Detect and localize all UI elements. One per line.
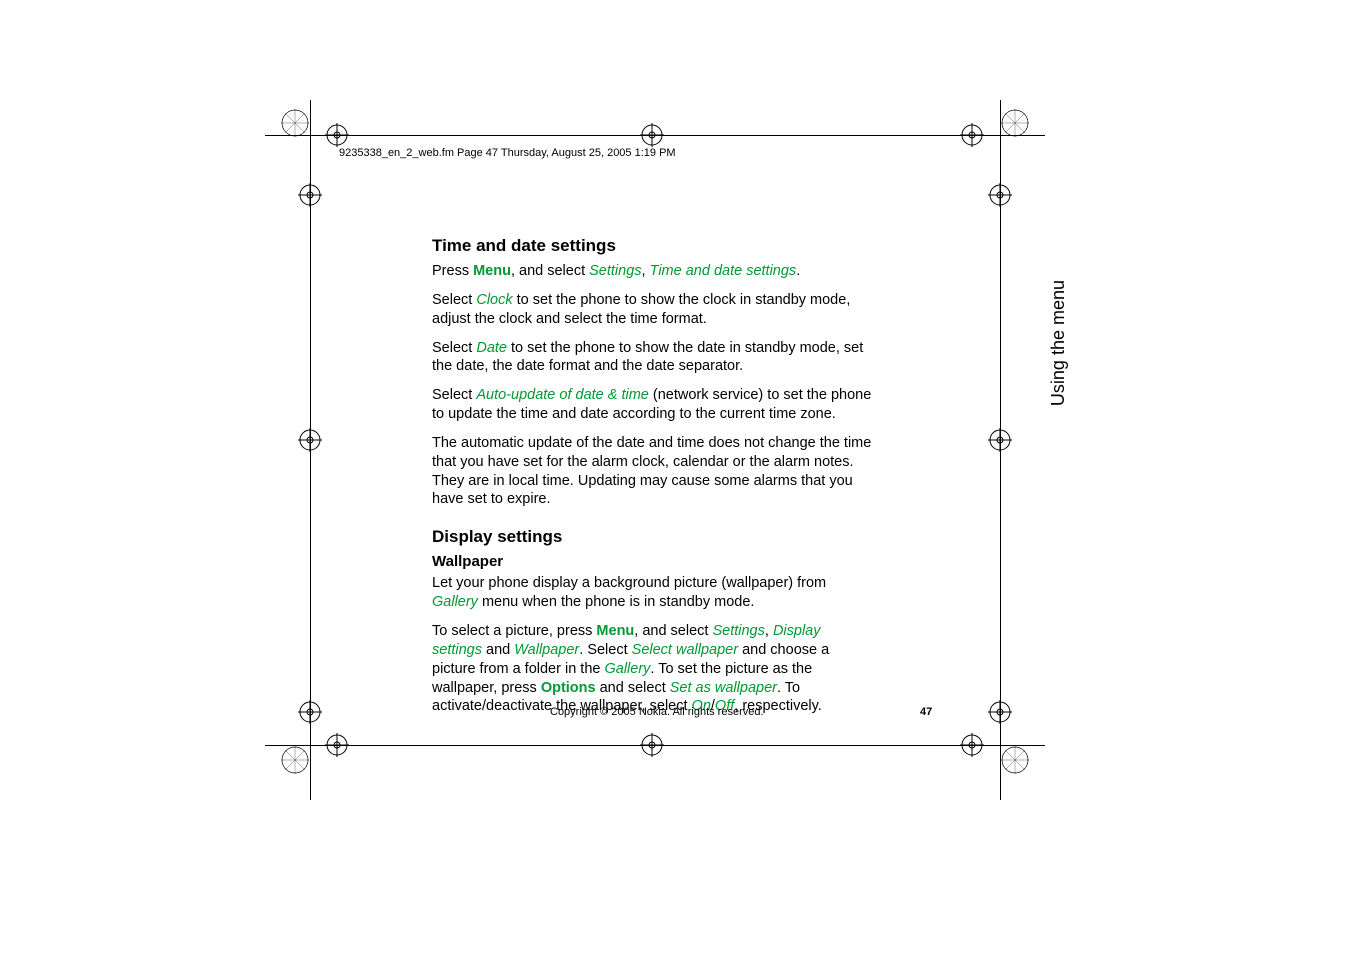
para-td-3: Select Date to set the phone to show the… xyxy=(432,339,872,377)
text: , xyxy=(765,623,773,639)
para-td-5: The automatic update of the date and tim… xyxy=(432,434,872,509)
text: To select a picture, press xyxy=(432,623,596,639)
registration-corner-icon xyxy=(280,108,310,138)
auto-update-link: Auto-update of date & time xyxy=(476,387,649,403)
header-meta: 9235338_en_2_web.fm Page 47 Thursday, Au… xyxy=(339,147,676,159)
select-wallpaper-link: Select wallpaper xyxy=(632,642,738,658)
text: and xyxy=(482,642,514,658)
text: Select xyxy=(432,340,476,356)
registration-mark-icon xyxy=(298,183,322,207)
registration-mark-icon xyxy=(960,123,984,147)
text: , xyxy=(642,263,650,279)
text: Press xyxy=(432,263,473,279)
menu-link: Menu xyxy=(596,623,634,639)
text: , and select xyxy=(511,263,589,279)
registration-mark-icon xyxy=(640,123,664,147)
registration-corner-icon xyxy=(1000,108,1030,138)
registration-mark-icon xyxy=(960,733,984,757)
copyright-text: Copyright © 2005 Nokia. All rights reser… xyxy=(550,706,764,718)
heading-time-date: Time and date settings xyxy=(432,236,872,256)
registration-mark-icon xyxy=(325,123,349,147)
wallpaper-link: Wallpaper xyxy=(514,642,579,658)
text: menu when the phone is in standby mode. xyxy=(478,594,754,610)
text: Select xyxy=(432,387,476,403)
text: . Select xyxy=(579,642,631,658)
para-td-2: Select Clock to set the phone to show th… xyxy=(432,291,872,329)
para-td-4: Select Auto-update of date & time (netwo… xyxy=(432,386,872,424)
text: Select xyxy=(432,292,476,308)
sidebar-section-label: Using the menu xyxy=(1048,280,1069,406)
page-number: 47 xyxy=(920,706,932,718)
settings-link: Settings xyxy=(712,623,764,639)
set-as-wallpaper-link: Set as wallpaper xyxy=(670,680,777,696)
registration-mark-icon xyxy=(988,428,1012,452)
registration-corner-icon xyxy=(280,745,310,775)
registration-mark-icon xyxy=(298,428,322,452)
registration-mark-icon xyxy=(988,183,1012,207)
registration-mark-icon xyxy=(325,733,349,757)
page-content: Time and date settings Press Menu, and s… xyxy=(432,236,872,726)
registration-mark-icon xyxy=(298,700,322,724)
time-date-settings-link: Time and date settings xyxy=(650,263,797,279)
clock-link: Clock xyxy=(476,292,512,308)
text: and select xyxy=(596,680,670,696)
menu-link: Menu xyxy=(473,263,511,279)
options-link: Options xyxy=(541,680,596,696)
text: , and select xyxy=(634,623,712,639)
text: Let your phone display a background pict… xyxy=(432,575,826,591)
registration-mark-icon xyxy=(640,733,664,757)
gallery-link: Gallery xyxy=(604,661,650,677)
gallery-link: Gallery xyxy=(432,594,478,610)
registration-mark-icon xyxy=(988,700,1012,724)
settings-link: Settings xyxy=(589,263,641,279)
para-td-1: Press Menu, and select Settings, Time an… xyxy=(432,262,872,281)
heading-wallpaper: Wallpaper xyxy=(432,553,872,570)
heading-display: Display settings xyxy=(432,527,872,547)
registration-corner-icon xyxy=(1000,745,1030,775)
para-wall-2: To select a picture, press Menu, and sel… xyxy=(432,622,872,716)
para-wall-1: Let your phone display a background pict… xyxy=(432,574,872,612)
text: . xyxy=(796,263,800,279)
date-link: Date xyxy=(476,340,507,356)
